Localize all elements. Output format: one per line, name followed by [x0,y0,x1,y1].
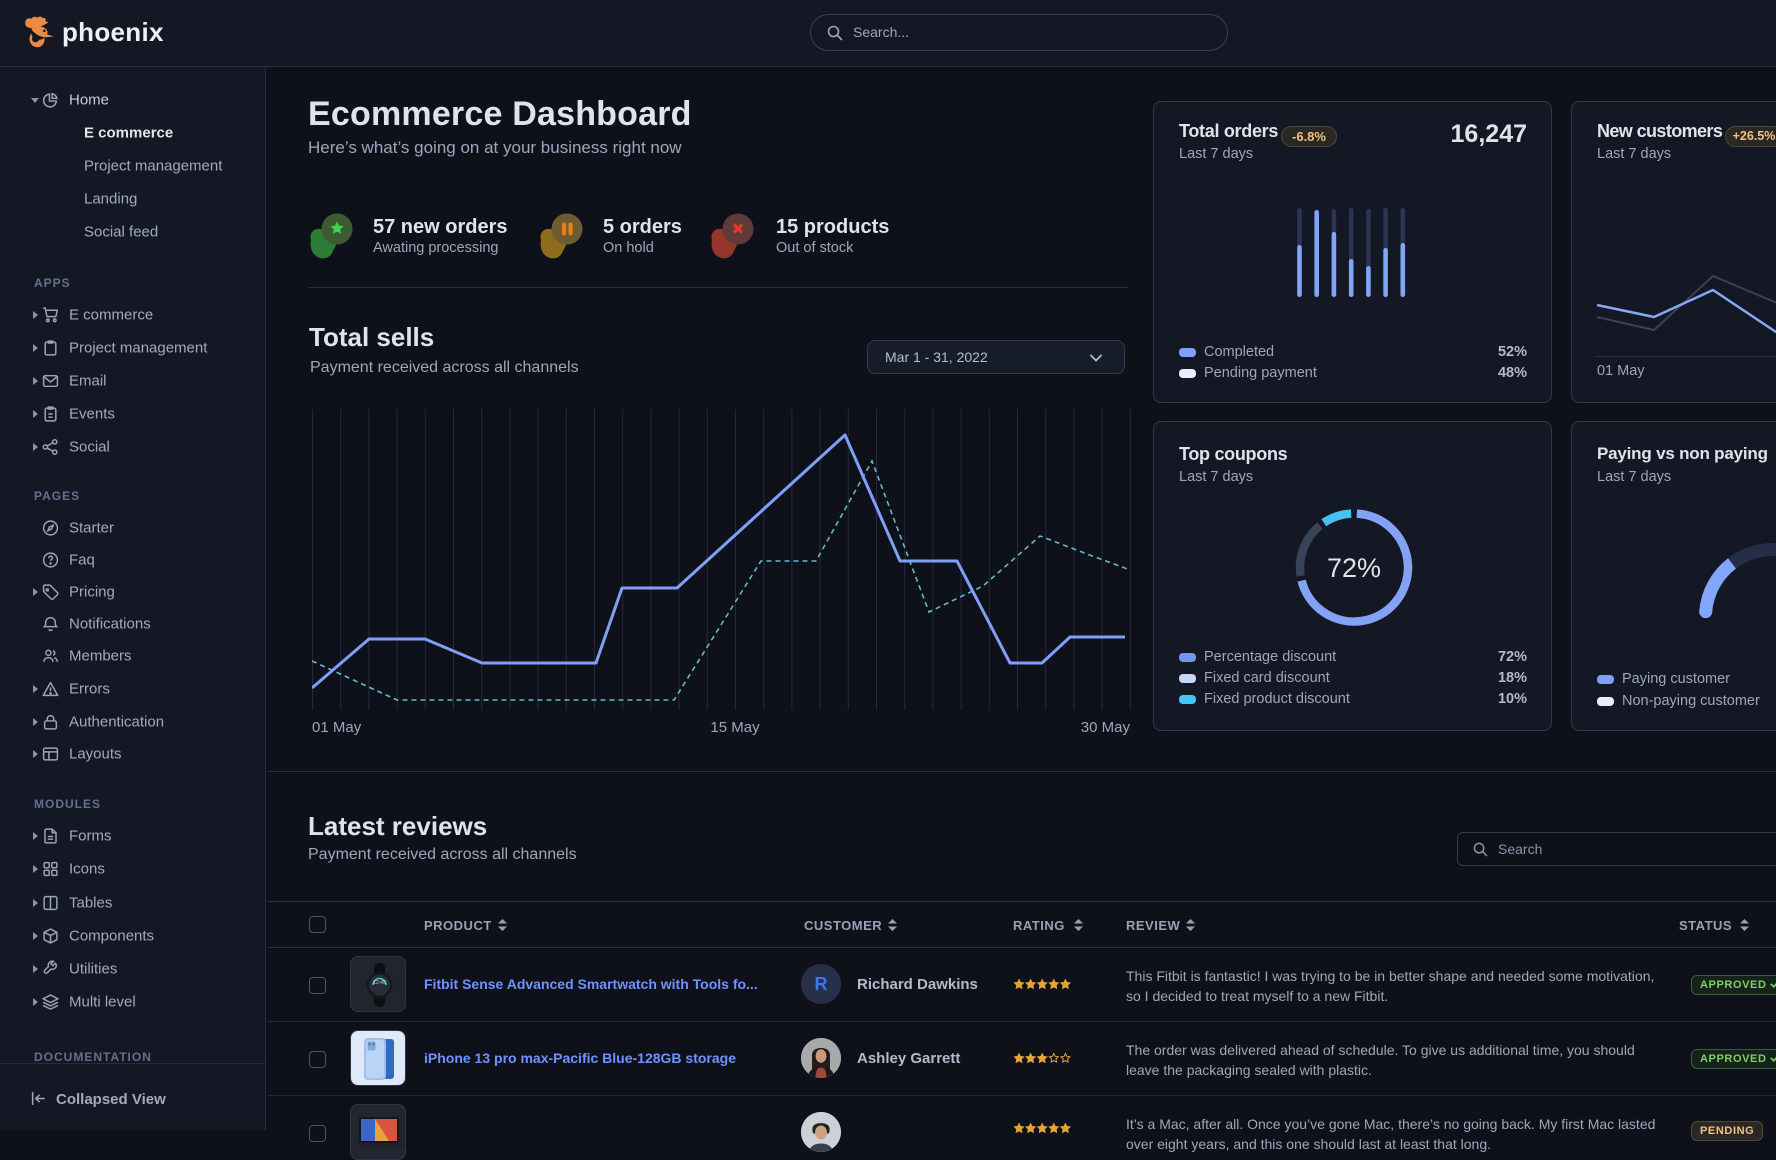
svg-text:30 May: 30 May [1081,719,1131,736]
svg-text:72%: 72% [1327,553,1381,583]
svg-text:01 May: 01 May [312,719,362,736]
svg-text:15 May: 15 May [710,719,760,736]
svg-text:12:45: 12:45 [373,980,386,986]
